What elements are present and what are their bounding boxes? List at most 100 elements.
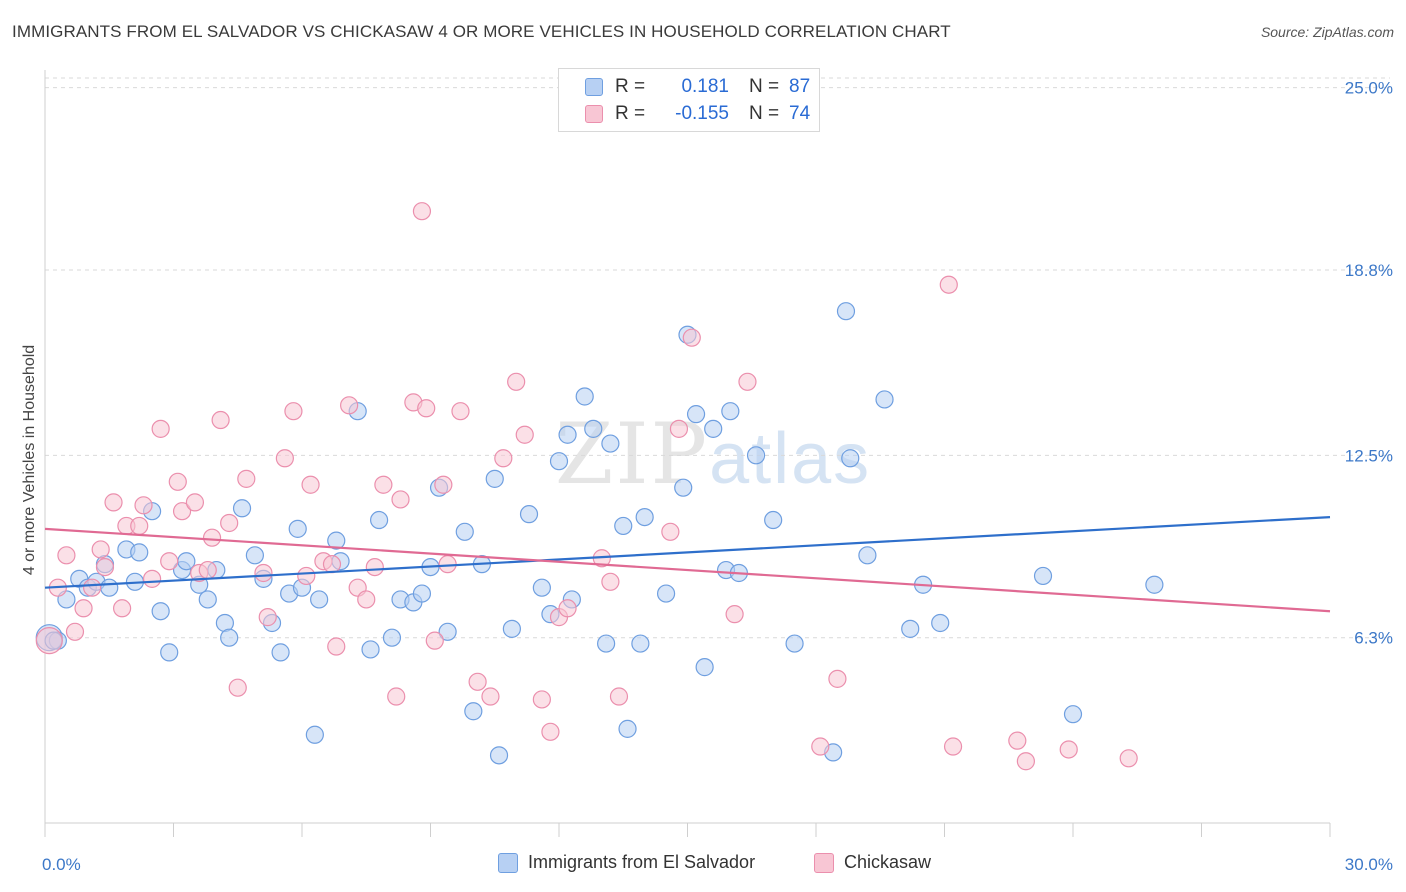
point-el-salvador: [656, 584, 676, 603]
point-chickasaw: [130, 516, 149, 536]
point-chickasaw: [943, 737, 963, 756]
point-el-salvador: [160, 643, 179, 662]
stats-swatch-blue: [585, 78, 603, 96]
point-el-salvador: [836, 302, 856, 321]
point-chickasaw: [387, 687, 406, 706]
y-tick-label: 18.8%: [1345, 261, 1393, 280]
stats-legend: R = 0.181 N = 87 R = -0.155 N = 74: [558, 68, 820, 132]
point-chickasaw: [91, 540, 110, 559]
point-el-salvador: [901, 619, 920, 638]
point-chickasaw: [74, 599, 93, 618]
point-el-salvador: [198, 590, 217, 609]
point-chickasaw: [112, 599, 132, 618]
y-tick-label: 6.3%: [1354, 629, 1393, 648]
point-el-salvador: [601, 434, 620, 453]
point-el-salvador: [532, 578, 551, 597]
point-chickasaw: [35, 627, 63, 655]
point-el-salvador: [464, 702, 483, 721]
stats-n-value: 74: [789, 103, 811, 124]
trend-line-chickasaw: [44, 527, 1331, 613]
legend-swatch-blue: [498, 852, 518, 873]
point-chickasaw: [374, 475, 393, 494]
point-el-salvador: [502, 619, 521, 638]
point-el-salvador: [558, 425, 577, 444]
point-el-salvador: [631, 634, 650, 653]
point-el-salvador: [382, 628, 402, 647]
point-chickasaw: [434, 475, 453, 494]
point-chickasaw: [57, 546, 76, 565]
point-chickasaw: [160, 552, 179, 571]
point-chickasaw: [237, 469, 256, 488]
point-el-salvador: [635, 507, 654, 527]
stats-r-label: R =: [615, 103, 646, 124]
series-chickasaw-points: [35, 202, 1138, 771]
source-label: Source: ZipAtlas.com: [1260, 24, 1394, 40]
point-chickasaw: [142, 569, 162, 588]
point-chickasaw: [601, 572, 620, 591]
point-el-salvador: [288, 519, 307, 538]
point-el-salvador: [1145, 575, 1164, 594]
point-el-salvador: [746, 446, 766, 465]
stats-n-label: N =: [749, 76, 780, 97]
point-el-salvador: [151, 602, 170, 621]
point-el-salvador: [549, 452, 569, 471]
point-chickasaw: [172, 502, 192, 521]
legend-item-el-salvador[interactable]: Immigrants from El Salvador: [498, 852, 755, 873]
point-chickasaw: [669, 419, 689, 438]
point-chickasaw: [198, 560, 217, 580]
point-el-salvador: [1063, 705, 1083, 724]
point-el-salvador: [674, 478, 693, 497]
series-el-salvador-points: [35, 302, 1164, 765]
point-el-salvador: [361, 640, 380, 659]
point-chickasaw: [365, 557, 384, 577]
point-chickasaw: [220, 513, 239, 533]
point-chickasaw: [301, 475, 320, 494]
point-el-salvador: [1033, 566, 1053, 586]
point-el-salvador: [455, 522, 474, 541]
point-el-salvador: [412, 584, 432, 603]
point-el-salvador: [841, 449, 860, 468]
point-chickasaw: [425, 631, 444, 650]
point-chickasaw: [297, 566, 316, 586]
x-tick-label: 0.0%: [42, 855, 81, 874]
point-el-salvador: [305, 725, 324, 744]
point-el-salvador: [695, 658, 714, 677]
point-el-salvador: [575, 387, 594, 406]
point-chickasaw: [185, 493, 205, 512]
point-chickasaw: [202, 528, 222, 547]
legend-label-chickasaw: Chickasaw: [844, 852, 932, 872]
point-chickasaw: [541, 722, 560, 741]
stats-r-value: 0.181: [681, 76, 729, 97]
point-chickasaw: [228, 678, 247, 697]
point-chickasaw: [151, 419, 170, 438]
point-chickasaw: [412, 202, 432, 221]
point-chickasaw: [558, 599, 577, 618]
point-el-salvador: [519, 505, 539, 524]
point-chickasaw: [65, 622, 85, 641]
point-el-salvador: [438, 622, 457, 641]
point-chickasaw: [451, 402, 470, 421]
point-el-salvador: [875, 390, 894, 409]
stats-swatch-pink: [585, 105, 603, 123]
point-chickasaw: [1059, 740, 1078, 759]
point-el-salvador: [370, 510, 389, 530]
point-el-salvador: [485, 469, 504, 488]
point-el-salvador: [245, 546, 264, 565]
point-chickasaw: [481, 687, 500, 706]
point-chickasaw: [811, 737, 830, 756]
point-el-salvador: [584, 419, 603, 438]
point-el-salvador: [271, 643, 290, 662]
point-chickasaw: [661, 522, 680, 541]
legend-item-chickasaw[interactable]: Chickasaw: [814, 852, 931, 873]
point-chickasaw: [168, 472, 187, 491]
point-chickasaw: [254, 563, 273, 583]
point-el-salvador: [614, 516, 633, 536]
chart-title: IMMIGRANTS FROM EL SALVADOR VS CHICKASAW…: [12, 22, 951, 41]
point-chickasaw: [340, 396, 359, 415]
axes: [44, 70, 1331, 837]
point-chickasaw: [327, 637, 346, 656]
point-chickasaw: [284, 402, 303, 421]
stats-r-value: -0.155: [675, 103, 729, 124]
point-el-salvador: [130, 543, 149, 562]
